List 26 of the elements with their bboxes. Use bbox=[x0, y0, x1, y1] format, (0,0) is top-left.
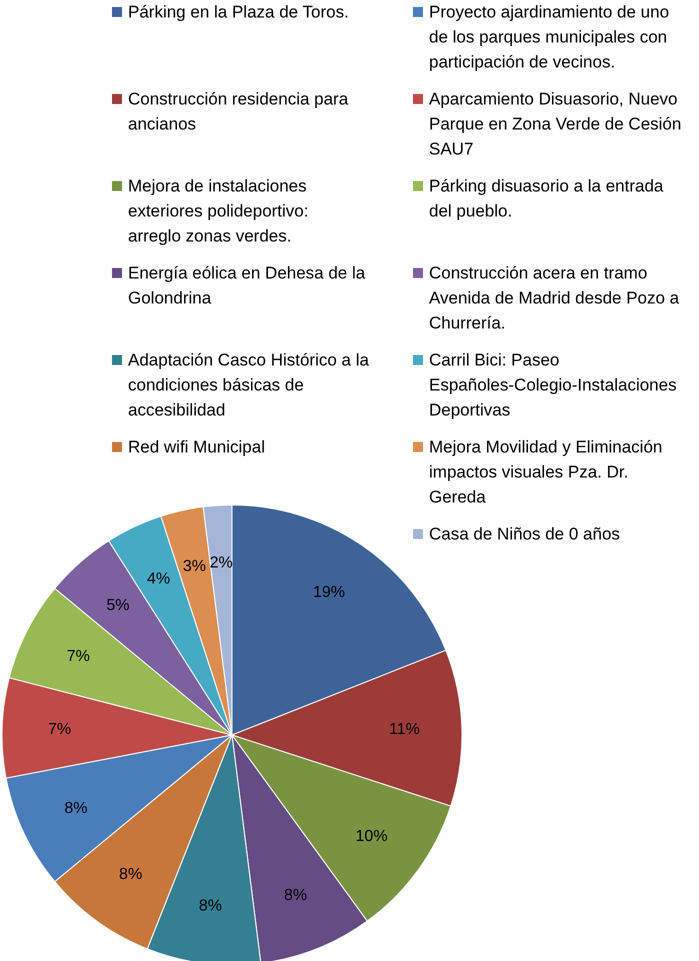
data-label: 7% bbox=[66, 648, 90, 666]
legend-label: Energía eólica en Dehesa de la Golondrina bbox=[128, 264, 366, 308]
data-label: 19% bbox=[312, 584, 345, 601]
data-label: 10% bbox=[356, 828, 388, 845]
legend-label: Construcción residencia para ancianos bbox=[128, 90, 349, 134]
legend-label: Carril Bici: Paseo Españoles-Colegio-Instalaciones Deportivas bbox=[429, 350, 677, 420]
data-label: 7% bbox=[48, 721, 72, 738]
legend-label: Mejora de instalaciones exteriores polideportivo: arreglo zonas verdes. bbox=[128, 176, 308, 246]
data-label: 8% bbox=[64, 800, 88, 817]
legend-label: Proyecto ajardinamiento de uno de los parques municipales con participación de vecinos. bbox=[429, 2, 670, 72]
legend-label: Adaptación Casco Histórico a la condiciones básicas de accesibilidad bbox=[128, 350, 370, 420]
legend-label: Construcción acera en tramo Avenida de Madrid desde Pozo a Churrería. bbox=[429, 264, 680, 332]
legend-label: Párking en la Plaza de Toros. bbox=[128, 2, 349, 22]
legend-label: Red wifi Municipal bbox=[128, 438, 265, 456]
legend-label: Párking disuasorio a la entrada del pueblo. bbox=[429, 176, 664, 220]
data-label: 11% bbox=[388, 721, 420, 738]
data-label: 3% bbox=[182, 558, 206, 576]
data-label: 8% bbox=[198, 898, 222, 915]
legend-label: Aparcamiento Disuasorio, Nuevo Parque en Zona Verde de Cesión SAU7 bbox=[429, 90, 682, 158]
data-label: 5% bbox=[106, 597, 130, 614]
legend-label: Mejora Movilidad y Eliminación impactos visuales Pza. Dr. Gereda bbox=[429, 438, 662, 506]
data-label: 8% bbox=[119, 866, 142, 884]
data-label: 4% bbox=[146, 570, 170, 588]
data-label: 2% bbox=[210, 554, 233, 572]
data-label: 8% bbox=[284, 886, 308, 904]
legend-label: Casa de Niños de 0 años bbox=[429, 524, 620, 544]
